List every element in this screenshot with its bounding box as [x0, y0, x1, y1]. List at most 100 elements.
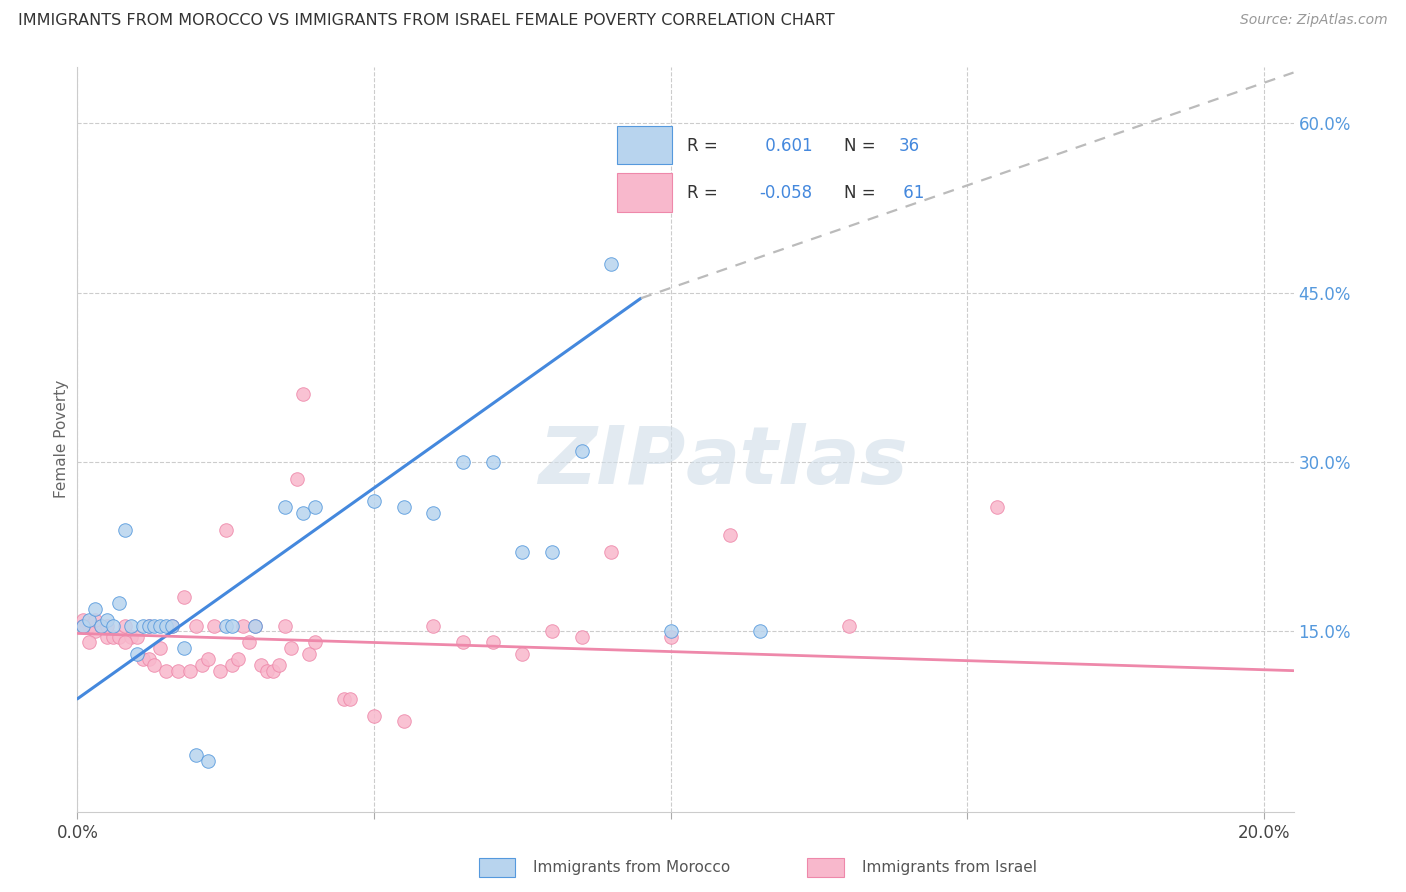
Point	[120, 630, 142, 644]
Point	[90, 618, 112, 632]
Point	[571, 630, 593, 644]
Point	[173, 641, 195, 656]
Point	[138, 618, 160, 632]
Point	[659, 630, 682, 644]
Point	[96, 630, 118, 644]
Point	[659, 624, 682, 639]
Point	[986, 500, 1008, 514]
Point	[304, 635, 326, 649]
Point	[84, 613, 107, 627]
Point	[285, 472, 308, 486]
Point	[114, 523, 136, 537]
Point	[125, 630, 148, 644]
Point	[84, 624, 107, 639]
Point	[339, 691, 361, 706]
Point	[72, 618, 94, 632]
Point	[197, 754, 219, 768]
Point	[149, 641, 172, 656]
Point	[256, 664, 278, 678]
Point	[748, 624, 770, 639]
Point	[274, 618, 297, 632]
Point	[274, 500, 297, 514]
FancyBboxPatch shape	[478, 858, 515, 877]
Point	[101, 618, 124, 632]
Point	[96, 618, 118, 632]
Point	[179, 664, 201, 678]
Point	[600, 545, 623, 559]
Point	[214, 618, 236, 632]
Text: Immigrants from Morocco: Immigrants from Morocco	[533, 860, 731, 875]
Point	[208, 664, 231, 678]
Point	[481, 635, 503, 649]
Point	[291, 506, 314, 520]
Text: atlas: atlas	[686, 423, 908, 500]
Point	[120, 618, 142, 632]
Y-axis label: Female Poverty: Female Poverty	[53, 380, 69, 499]
Point	[191, 658, 214, 673]
Point	[184, 748, 207, 763]
Point	[245, 618, 267, 632]
Point	[72, 613, 94, 627]
Point	[304, 500, 326, 514]
Point	[221, 658, 243, 673]
Text: Immigrants from Israel: Immigrants from Israel	[862, 860, 1036, 875]
FancyBboxPatch shape	[807, 858, 844, 877]
Point	[108, 596, 131, 610]
Point	[541, 624, 564, 639]
Point	[600, 257, 623, 271]
Text: ZIP: ZIP	[538, 423, 686, 500]
Point	[422, 618, 444, 632]
Point	[392, 714, 415, 729]
Point	[138, 652, 160, 666]
Point	[245, 618, 267, 632]
Point	[77, 618, 100, 632]
Point	[173, 591, 195, 605]
Point	[162, 618, 184, 632]
Point	[481, 455, 503, 469]
Point	[162, 618, 184, 632]
Point	[155, 618, 177, 632]
Point	[114, 618, 136, 632]
Point	[280, 641, 302, 656]
Point	[238, 635, 260, 649]
Point	[90, 618, 112, 632]
Point	[451, 455, 474, 469]
Text: IMMIGRANTS FROM MOROCCO VS IMMIGRANTS FROM ISRAEL FEMALE POVERTY CORRELATION CHA: IMMIGRANTS FROM MOROCCO VS IMMIGRANTS FR…	[18, 13, 835, 29]
Point	[131, 618, 153, 632]
Point	[143, 618, 166, 632]
Point	[571, 443, 593, 458]
Point	[214, 523, 236, 537]
Point	[451, 635, 474, 649]
Point	[125, 647, 148, 661]
Text: Source: ZipAtlas.com: Source: ZipAtlas.com	[1240, 13, 1388, 28]
Point	[77, 635, 100, 649]
Point	[221, 618, 243, 632]
Point	[143, 658, 166, 673]
Point	[232, 618, 254, 632]
Point	[250, 658, 273, 673]
Point	[202, 618, 225, 632]
Point	[114, 635, 136, 649]
Point	[363, 708, 385, 723]
Point	[96, 613, 118, 627]
Point	[262, 664, 284, 678]
Point	[149, 618, 172, 632]
Point	[138, 618, 160, 632]
Point	[197, 652, 219, 666]
Point	[72, 618, 94, 632]
Point	[392, 500, 415, 514]
Point	[101, 630, 124, 644]
Point	[333, 691, 356, 706]
Point	[510, 647, 533, 661]
Point	[363, 494, 385, 508]
Point	[510, 545, 533, 559]
Point	[298, 647, 321, 661]
Point	[718, 528, 741, 542]
Point	[226, 652, 249, 666]
Point	[84, 601, 107, 615]
Point	[167, 664, 190, 678]
Point	[541, 545, 564, 559]
Point	[108, 630, 131, 644]
Point	[155, 664, 177, 678]
Point	[838, 618, 860, 632]
